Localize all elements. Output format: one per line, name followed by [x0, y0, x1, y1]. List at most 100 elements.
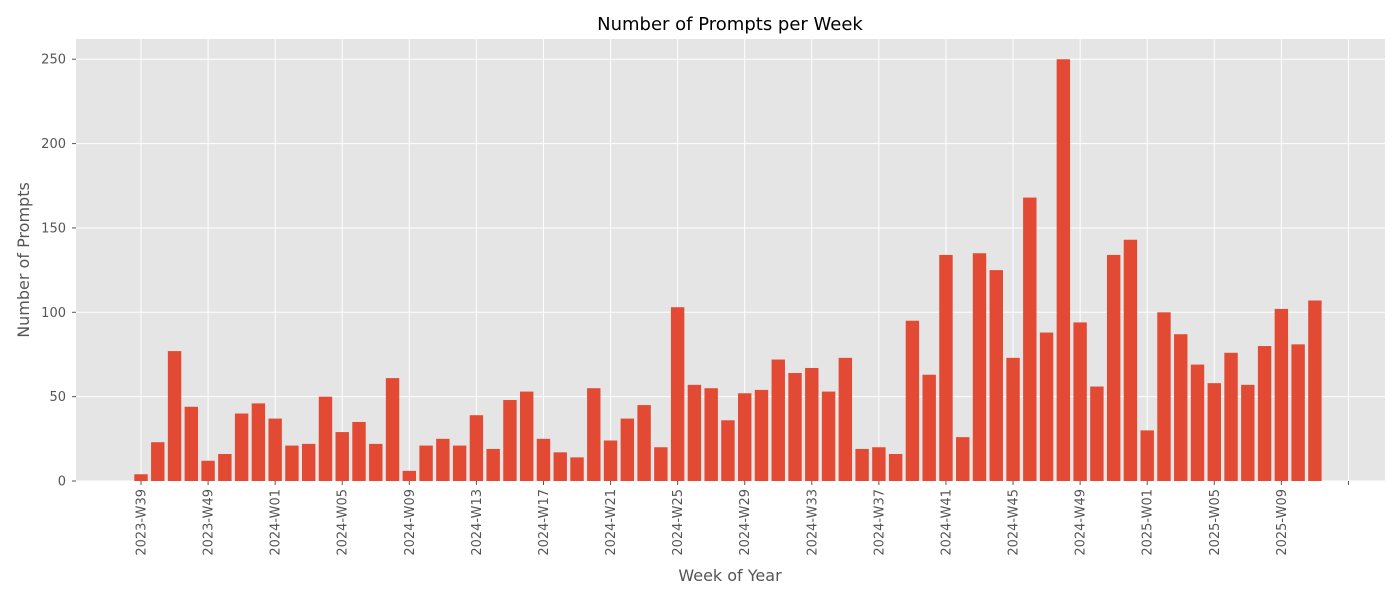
bar: [855, 448, 869, 481]
bar: [419, 445, 433, 481]
bar: [1023, 197, 1037, 482]
bar: [318, 396, 333, 481]
x-tick-label: 2024-W25: [671, 489, 686, 556]
bar: [620, 418, 635, 481]
x-tick-label: 2024-W33: [805, 489, 820, 556]
x-tick-label: 2024-W45: [1007, 489, 1022, 556]
bar: [536, 438, 551, 481]
bar: [1174, 334, 1188, 481]
bar: [285, 445, 299, 481]
bar: [302, 443, 316, 481]
x-axis-label: Week of Year: [678, 566, 782, 585]
bar: [385, 378, 400, 481]
y-tick-label: 200: [41, 137, 66, 152]
y-tick-label: 100: [41, 306, 66, 321]
bar: [134, 474, 148, 481]
bar: [486, 448, 500, 481]
chart-title: Number of Prompts per Week: [597, 14, 863, 35]
x-tick-label: 2024-W41: [939, 489, 954, 556]
bar: [352, 421, 366, 481]
bar: [1090, 386, 1104, 481]
bar: [687, 384, 702, 481]
x-tick-label: 2025-W05: [1208, 489, 1223, 556]
bar: [905, 320, 920, 481]
bar: [1224, 352, 1238, 481]
bar: [1140, 430, 1154, 481]
y-tick-label: 250: [41, 53, 66, 68]
bar: [1073, 322, 1087, 481]
bar: [939, 254, 953, 481]
bar: [922, 374, 936, 481]
x-tick-label: 2024-W37: [872, 489, 887, 556]
bar: [956, 437, 970, 481]
bar: [469, 415, 484, 481]
bar: [888, 454, 903, 481]
bar: [738, 393, 752, 481]
bar: [989, 270, 1003, 481]
bar: [670, 307, 685, 481]
x-tick-label: 2025-W09: [1275, 489, 1290, 556]
x-tick-label: 2024-W05: [336, 489, 351, 556]
bar: [1207, 383, 1221, 481]
bar: [972, 253, 987, 481]
bar: [1190, 364, 1205, 481]
plot-background: [76, 39, 1385, 481]
x-tick-label: 2023-W49: [202, 489, 217, 556]
bar: [721, 420, 735, 481]
bar: [1123, 239, 1138, 481]
bar: [838, 357, 853, 481]
bar: [754, 389, 769, 481]
bar: [436, 438, 450, 481]
bar: [704, 388, 718, 481]
bar: [151, 442, 165, 481]
bar: [1056, 59, 1071, 482]
x-tick-label: 2024-W09: [403, 489, 418, 556]
bar: [251, 403, 266, 481]
y-tick-label: 150: [41, 221, 66, 236]
bar: [1039, 332, 1054, 481]
x-tick-label: 2024-W49: [1074, 489, 1089, 556]
bar: [167, 351, 182, 481]
x-tick-label: 2024-W01: [269, 489, 284, 556]
x-tick-label: 2024-W17: [537, 489, 552, 556]
bar: [335, 432, 349, 481]
bar: [268, 418, 282, 481]
x-tick-label: 2024-W29: [738, 489, 753, 556]
y-axis-label: Number of Prompts: [14, 182, 33, 338]
bar: [821, 391, 836, 481]
x-tick-label: 2025-W01: [1141, 489, 1156, 556]
bar: [1308, 300, 1322, 481]
bar: [805, 367, 819, 481]
x-tick-label: 2024-W21: [604, 489, 619, 556]
bar: [201, 460, 215, 481]
bar: [771, 359, 785, 481]
bar: [1006, 357, 1020, 481]
bars: [134, 59, 1322, 482]
bar: [654, 447, 668, 481]
bar: [872, 447, 886, 481]
x-tick-label: 2024-W13: [470, 489, 485, 556]
bar: [570, 457, 584, 481]
bar: [1106, 254, 1121, 481]
bar: [1291, 344, 1305, 481]
bar: [788, 373, 802, 481]
bar: [369, 443, 383, 481]
bar: [1157, 312, 1171, 481]
bar: [1274, 308, 1289, 481]
bar: [1257, 346, 1272, 481]
y-axis-ticks: 0 50 100 150 200 250: [41, 53, 76, 490]
bar: [553, 452, 567, 481]
bar: [234, 413, 249, 481]
bar: [1241, 384, 1255, 481]
y-tick-label: 0: [58, 475, 66, 490]
bar: [452, 445, 467, 481]
bar: [184, 406, 199, 481]
x-tick-label: 2023-W39: [135, 489, 150, 556]
bar: [637, 405, 651, 481]
bar: [587, 388, 601, 481]
bar: [218, 454, 232, 481]
bar: [603, 440, 618, 481]
bar: [503, 400, 517, 481]
x-axis-ticks: 2023-W39 2023-W49 2024-W01 2024-W05 2024-W09…: [135, 481, 1349, 556]
